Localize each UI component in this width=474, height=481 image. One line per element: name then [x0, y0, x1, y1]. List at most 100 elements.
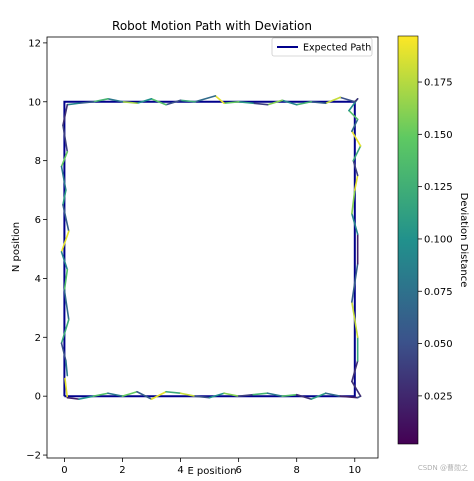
y-axis-label: N position — [11, 222, 22, 272]
deviation-segment — [150, 98, 167, 106]
deviation-segment — [310, 100, 327, 105]
colorbar-tick-label: 0.025 — [424, 391, 453, 402]
x-axis-ticks: 0 2 4 6 8 10 — [61, 458, 361, 476]
deviation-segment — [351, 262, 359, 303]
deviation-segment — [237, 393, 254, 397]
deviation-segment — [208, 392, 225, 399]
deviation-segment — [223, 392, 240, 397]
deviation-segment — [179, 99, 196, 103]
deviation-segment — [353, 174, 359, 191]
colorbar-label: Deviation Distance — [458, 193, 469, 288]
deviation-segment — [63, 268, 69, 291]
y-tick-label: 6 — [35, 215, 41, 226]
x-tick-label: 10 — [348, 465, 361, 476]
deviation-segment — [78, 395, 95, 400]
deviation-segment — [121, 100, 138, 105]
colorbar-tick-label: 0.100 — [424, 234, 453, 245]
x-axis-label: E position — [187, 466, 236, 477]
deviation-segment — [62, 204, 70, 233]
deviation-segment — [324, 392, 342, 397]
deviation-segment — [121, 390, 138, 397]
chart-title: Robot Motion Path with Deviation — [112, 19, 312, 33]
deviation-segment — [179, 392, 196, 397]
deviation-segment — [351, 360, 359, 383]
deviation-segment — [136, 98, 153, 105]
colorbar-tick-label: 0.175 — [424, 78, 453, 89]
colorbar-tick-label: 0.050 — [424, 339, 453, 350]
deviation-segment — [60, 151, 69, 168]
deviation-segment — [62, 124, 69, 153]
deviation-segment — [92, 98, 109, 103]
deviation-segment — [351, 301, 359, 339]
deviation-segment — [66, 102, 80, 106]
deviation-segment — [60, 165, 67, 191]
y-tick-label: 2 — [35, 333, 41, 344]
deviation-segment — [165, 99, 182, 106]
y-tick-label: 0 — [35, 392, 41, 403]
deviation-segment — [352, 159, 359, 177]
deviation-segment — [351, 212, 359, 236]
deviation-segment — [339, 395, 359, 399]
x-tick-label: 6 — [235, 465, 241, 476]
deviation-segment — [107, 392, 124, 397]
deviation-segment — [324, 96, 342, 105]
deviation-segment — [281, 393, 298, 397]
deviation-segment — [194, 395, 211, 399]
deviation-segment — [223, 100, 240, 105]
deviation-segment — [252, 102, 269, 106]
deviation-segment — [295, 100, 313, 106]
legend: Expected Path — [271, 37, 373, 57]
watermark: CSDN @曹勋之 — [417, 464, 468, 472]
deviation-segment — [92, 392, 109, 397]
x-tick-label: 2 — [119, 465, 125, 476]
deviation-segment — [339, 96, 356, 103]
y-tick-label: −2 — [26, 451, 41, 462]
deviation-segment — [266, 392, 283, 397]
legend-label-expected-path: Expected Path — [303, 43, 371, 54]
deviation-segment — [62, 189, 67, 206]
legend-box — [271, 37, 373, 57]
deviation-segment — [60, 318, 70, 344]
deviation-segment — [348, 109, 359, 121]
plot-frame — [46, 36, 379, 459]
plot-area — [47, 37, 378, 458]
deviation-segment — [237, 100, 254, 105]
deviation-segment — [165, 390, 182, 395]
deviation-segment — [64, 377, 69, 399]
colorbar-tick-label: 0.125 — [424, 182, 453, 193]
deviation-segment — [214, 95, 225, 105]
y-tick-label: 10 — [28, 97, 41, 108]
colorbar — [397, 35, 419, 445]
deviation-segment — [252, 392, 269, 396]
x-tick-label: 4 — [177, 465, 183, 476]
colorbar-tick-label: 0.150 — [424, 130, 453, 141]
deviation-segment — [351, 380, 362, 397]
deviation-segment — [63, 289, 70, 321]
deviation-segment — [266, 99, 283, 106]
y-tick-label: 4 — [35, 274, 41, 285]
deviation-segment — [281, 99, 298, 106]
deviation-segment — [295, 393, 313, 400]
deviation-segment — [310, 392, 327, 400]
y-axis-ticks: −2 0 2 4 6 8 10 12 — [26, 38, 47, 462]
deviation-segment — [352, 145, 362, 162]
colorbar-tick-label: 0.075 — [424, 287, 453, 298]
y-tick-label: 12 — [28, 38, 41, 49]
deviation-segment — [60, 342, 67, 362]
deviation-segment — [136, 390, 153, 400]
colorbar-ticks: 0.025 0.050 0.075 0.100 0.125 0.150 0.175 — [418, 78, 453, 402]
deviation-segment — [150, 390, 167, 400]
deviation-segment — [62, 103, 69, 127]
deviation-segment — [60, 230, 70, 253]
deviation-segment — [194, 95, 217, 103]
deviation-segment — [351, 130, 362, 147]
x-tick-label: 8 — [294, 465, 300, 476]
deviation-segment — [78, 100, 95, 105]
y-tick-label: 8 — [35, 156, 41, 167]
deviation-segment — [351, 118, 359, 133]
deviation-segment — [351, 189, 356, 215]
deviation-segment — [60, 251, 69, 271]
deviation-segment — [65, 360, 69, 377]
deviation-segment — [107, 98, 124, 103]
